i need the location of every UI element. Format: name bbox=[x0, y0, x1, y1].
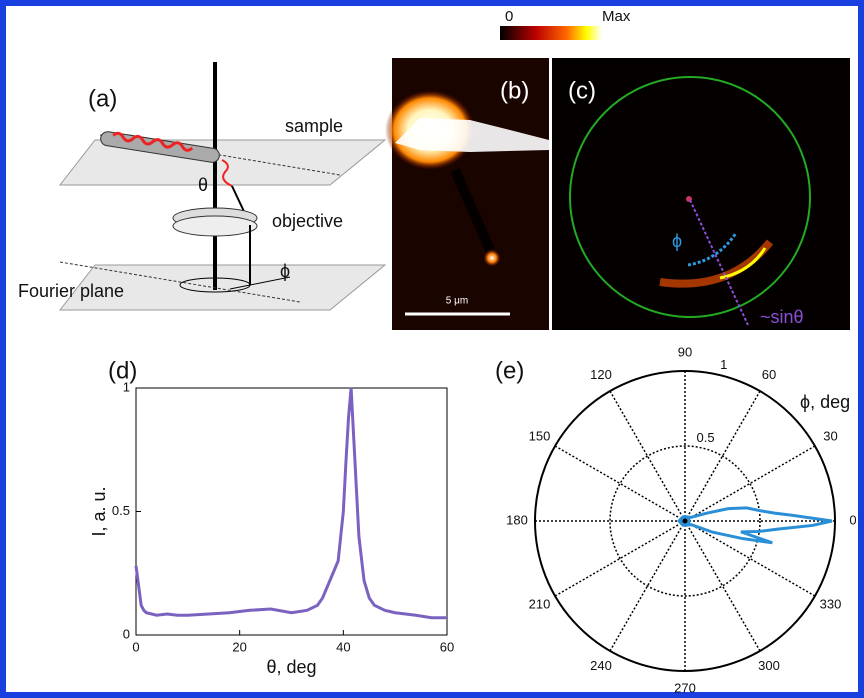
theta-tick-label: 0 bbox=[849, 512, 856, 527]
theta-tick-label: 180 bbox=[506, 512, 528, 527]
x-tick-label: 20 bbox=[232, 639, 246, 654]
y-tick-label: 0.5 bbox=[112, 503, 130, 518]
annotation: Fourier plane bbox=[18, 281, 124, 301]
theta-tick-label: 60 bbox=[762, 367, 776, 382]
colorbar-min: 0 bbox=[505, 8, 513, 25]
x-tick-label: 40 bbox=[336, 639, 350, 654]
axis-label: ϕ, deg bbox=[800, 392, 850, 412]
x-tick-label: 0 bbox=[132, 639, 139, 654]
theta-tick-label: 210 bbox=[529, 596, 551, 611]
annotation: θ bbox=[198, 175, 208, 195]
panel-label: (e) bbox=[495, 357, 524, 384]
colorbar-max: Max bbox=[602, 8, 631, 25]
figure: 0 Max (a) sample θ objective ϕ Fourier p… bbox=[0, 0, 864, 698]
theta-tick-label: 120 bbox=[590, 367, 612, 382]
annotation: ϕ bbox=[672, 231, 682, 251]
panel-label: (c) bbox=[568, 77, 596, 104]
x-axis-label: θ, deg bbox=[266, 657, 316, 677]
theta-tick-label: 30 bbox=[823, 428, 837, 443]
colorbar bbox=[500, 26, 602, 40]
y-tick-label: 0 bbox=[123, 626, 130, 641]
theta-tick-label: 270 bbox=[674, 680, 696, 695]
panel-label: (a) bbox=[88, 85, 117, 112]
theta-tick-label: 240 bbox=[590, 658, 612, 673]
annotation: ϕ bbox=[280, 261, 290, 281]
theta-tick-label: 300 bbox=[758, 658, 780, 673]
theta-tick-label: 330 bbox=[820, 596, 842, 611]
annotation: sample bbox=[285, 116, 343, 136]
plot-area bbox=[136, 388, 447, 635]
annotation: ~sinθ bbox=[760, 307, 804, 327]
theta-tick-label: 150 bbox=[529, 428, 551, 443]
scale-label: 5 μm bbox=[446, 296, 468, 307]
panel-label: (b) bbox=[500, 77, 529, 104]
theta-tick-label: 90 bbox=[678, 344, 692, 359]
r-tick-label: 1 bbox=[720, 357, 727, 372]
y-axis-label: I, a. u. bbox=[89, 486, 109, 536]
origin bbox=[681, 517, 689, 525]
y-tick-label: 1 bbox=[123, 379, 130, 394]
annotation: objective bbox=[272, 211, 343, 231]
r-tick-label: 0.5 bbox=[697, 430, 715, 445]
image bbox=[552, 58, 850, 330]
x-tick-label: 60 bbox=[440, 639, 454, 654]
